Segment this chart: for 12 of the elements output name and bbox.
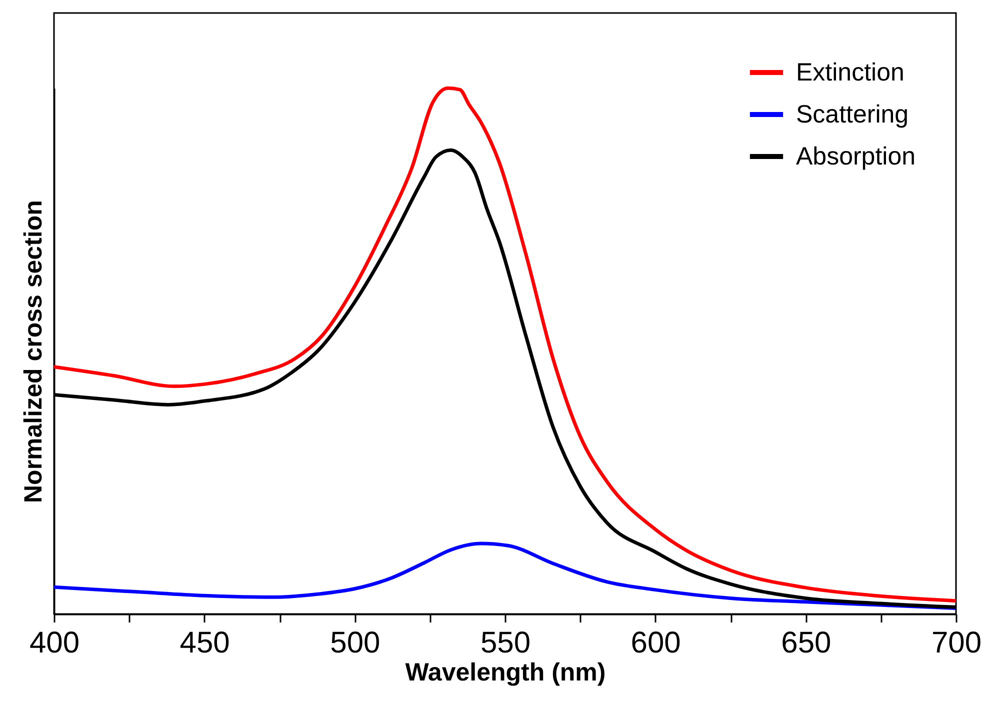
x-tick-label: 650 [781, 626, 832, 660]
x-tick-label: 550 [480, 626, 531, 660]
legend-label: Extinction [796, 58, 904, 86]
legend-label: Scattering [796, 100, 909, 128]
x-tick-label: 500 [330, 626, 380, 660]
x-tick-label: 400 [29, 626, 80, 660]
x-tick-label: 450 [180, 626, 230, 660]
x-tick-label: 700 [931, 626, 982, 660]
x-axis-title: Wavelength (nm) [405, 658, 606, 686]
x-tick-label: 600 [630, 626, 681, 660]
y-axis-title: Normalized cross section [20, 200, 48, 504]
legend-label: Absorption [796, 142, 916, 170]
